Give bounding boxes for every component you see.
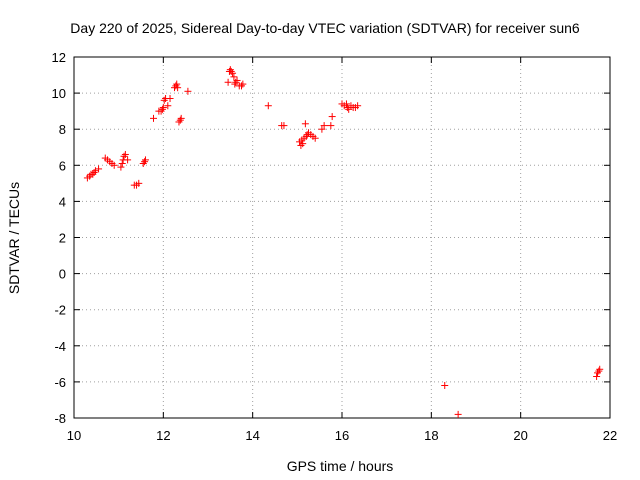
- y-axis-label: SDTVAR / TECUs: [6, 182, 22, 294]
- data-point: [141, 158, 149, 166]
- data-point: [110, 161, 118, 169]
- y-tick-label: 0: [59, 267, 66, 282]
- data-point: [158, 105, 166, 113]
- data-point: [328, 113, 336, 121]
- data-point: [226, 66, 234, 74]
- data-point: [327, 122, 335, 130]
- x-tick-label: 14: [245, 428, 259, 443]
- data-point: [593, 372, 601, 380]
- data-point: [177, 114, 185, 122]
- data-point: [159, 104, 167, 112]
- data-point: [229, 69, 237, 77]
- data-point: [173, 80, 181, 88]
- x-tick-labels: 10 12 14 16 18 20 22: [67, 428, 617, 443]
- data-point: [175, 118, 183, 126]
- data-point: [232, 78, 240, 86]
- y-tick-label: -4: [54, 339, 66, 354]
- x-tick-label: 18: [424, 428, 438, 443]
- data-point: [280, 122, 288, 130]
- x-tick-label: 16: [335, 428, 349, 443]
- x-tick-label: 10: [67, 428, 81, 443]
- chart-title: Day 220 of 2025, Sidereal Day-to-day VTE…: [70, 20, 580, 36]
- data-point: [157, 107, 165, 115]
- data-point: [264, 102, 272, 110]
- data-point: [121, 150, 129, 158]
- data-point: [172, 82, 180, 90]
- data-point: [231, 80, 239, 88]
- y-tick-labels: 12 10 8 6 4 2 0 -2 -4 -6 -8: [52, 50, 66, 426]
- data-point: [593, 369, 601, 377]
- y-tick-label: 4: [59, 194, 66, 209]
- data-point: [318, 125, 326, 133]
- data-point: [239, 80, 247, 88]
- y-tick-label: 8: [59, 122, 66, 137]
- data-point: [174, 84, 182, 92]
- y-tick-label: 10: [52, 86, 66, 101]
- data-point: [166, 95, 174, 103]
- data-point: [354, 102, 362, 110]
- data-point: [441, 382, 449, 390]
- data-point: [342, 100, 350, 108]
- data-point: [311, 134, 319, 142]
- data-point: [230, 73, 238, 81]
- data-point: [299, 140, 307, 148]
- axis-ticks: [73, 56, 611, 419]
- y-tick-label: -6: [54, 375, 66, 390]
- data-point: [184, 87, 192, 95]
- data-point: [164, 102, 172, 110]
- x-tick-label: 12: [156, 428, 170, 443]
- data-point: [227, 67, 235, 75]
- y-tick-label: 6: [59, 158, 66, 173]
- x-tick-label: 22: [603, 428, 617, 443]
- data-point: [160, 96, 168, 104]
- data-point: [233, 76, 241, 84]
- x-tick-label: 20: [513, 428, 527, 443]
- data-point: [297, 141, 305, 149]
- data-point: [135, 179, 143, 187]
- data-point: [86, 172, 94, 180]
- data-point: [89, 170, 97, 178]
- data-point: [120, 152, 128, 160]
- data-point: [454, 410, 462, 418]
- data-point: [95, 165, 103, 173]
- y-tick-label: -8: [54, 411, 66, 426]
- data-point: [176, 116, 184, 124]
- data-point: [301, 120, 309, 128]
- data-point: [117, 163, 125, 171]
- data-point: [91, 167, 99, 175]
- data-point: [224, 78, 232, 86]
- grid-lines: [74, 57, 610, 418]
- data-point: [320, 122, 328, 130]
- data-point: [141, 156, 149, 164]
- x-axis-label: GPS time / hours: [287, 458, 394, 474]
- data-point: [238, 82, 245, 90]
- data-point: [124, 156, 132, 164]
- data-point: [139, 159, 147, 167]
- y-tick-label: -2: [54, 303, 66, 318]
- data-points: [83, 66, 604, 418]
- data-point: [596, 365, 604, 373]
- data-point: [118, 159, 126, 167]
- data-point: [90, 169, 98, 177]
- data-point: [345, 105, 353, 113]
- y-tick-label: 2: [59, 231, 66, 246]
- y-tick-label: 12: [52, 50, 66, 65]
- data-point: [150, 114, 158, 122]
- data-point: [302, 132, 310, 140]
- data-point: [595, 367, 603, 375]
